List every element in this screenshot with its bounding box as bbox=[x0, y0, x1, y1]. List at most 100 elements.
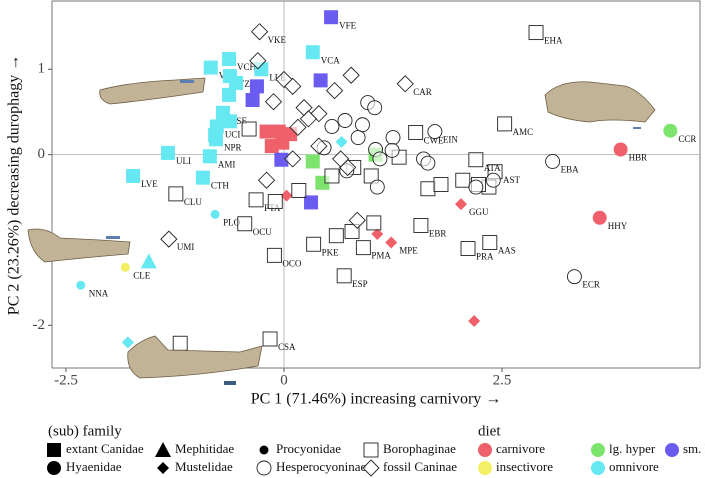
point-label: HBR bbox=[629, 153, 648, 163]
data-point bbox=[284, 77, 302, 95]
legend-symbol bbox=[362, 459, 380, 477]
legend-symbol bbox=[478, 443, 492, 457]
point-label: MPE bbox=[399, 246, 418, 256]
data-point bbox=[291, 183, 307, 198]
data-point bbox=[342, 66, 360, 84]
point-label: LSE bbox=[231, 116, 248, 126]
data-point bbox=[120, 262, 130, 272]
point-label: CSA bbox=[278, 342, 296, 352]
data-point bbox=[372, 151, 388, 167]
legend: extant Canidae Mephitidae Procyonidae Borop… bbox=[47, 441, 705, 477]
point-label: NPR bbox=[224, 142, 242, 152]
data-point bbox=[468, 315, 481, 328]
data-point bbox=[566, 269, 582, 285]
point-label: EBA bbox=[561, 165, 580, 175]
point-label: VCH bbox=[237, 62, 257, 72]
data-point bbox=[241, 121, 257, 137]
point-label: CLE bbox=[133, 270, 151, 280]
data-point bbox=[313, 73, 328, 88]
data-point bbox=[305, 154, 320, 169]
photo-jaw bbox=[127, 335, 263, 379]
data-point bbox=[289, 118, 307, 136]
point-label: VKE bbox=[268, 35, 287, 45]
legend-symbol bbox=[47, 461, 61, 475]
y-tick-label: 0 bbox=[38, 146, 46, 162]
data-point bbox=[172, 335, 188, 351]
data-point bbox=[592, 210, 607, 225]
data-point bbox=[202, 149, 217, 164]
legend-label: Mephitidae bbox=[175, 441, 234, 456]
photo-jaw bbox=[99, 77, 206, 105]
point-label: VCA bbox=[321, 55, 341, 65]
legend-label: sm. hyper bbox=[683, 441, 705, 456]
legend-symbol bbox=[363, 442, 379, 458]
point-label: HHY bbox=[608, 221, 628, 231]
point-label: CCR bbox=[678, 134, 696, 144]
data-point bbox=[284, 150, 302, 168]
point-label: AAS bbox=[498, 246, 516, 256]
legend-label: insectivore bbox=[496, 459, 553, 474]
data-point bbox=[237, 216, 253, 232]
data-point bbox=[266, 247, 282, 263]
data-point bbox=[222, 52, 237, 67]
data-point bbox=[210, 209, 220, 219]
data-point bbox=[222, 114, 237, 129]
photo-jaw bbox=[544, 81, 656, 123]
data-point bbox=[468, 179, 484, 195]
data-point bbox=[384, 142, 400, 158]
point-label: AST bbox=[503, 175, 521, 185]
data-point bbox=[348, 211, 366, 229]
data-point bbox=[76, 280, 86, 290]
point-label: PRA bbox=[476, 252, 494, 262]
point-label: CTH bbox=[211, 181, 230, 191]
data-point bbox=[280, 189, 293, 202]
data-point bbox=[203, 60, 218, 75]
data-point bbox=[264, 93, 283, 111]
data-point bbox=[306, 236, 322, 252]
data-point bbox=[367, 100, 383, 116]
x-axis-title: PC 1 (71.46%) increasing carnivory → bbox=[251, 391, 502, 408]
data-point bbox=[336, 268, 352, 284]
legend-symbol bbox=[665, 443, 679, 457]
point-label: ECR bbox=[582, 280, 600, 290]
legend-symbol bbox=[157, 462, 169, 474]
legend-label: fossil Caninae bbox=[383, 459, 457, 474]
data-point bbox=[250, 23, 269, 41]
photo-jaw bbox=[27, 228, 131, 263]
data-point bbox=[427, 124, 443, 140]
data-point bbox=[249, 79, 264, 94]
data-point bbox=[328, 228, 344, 244]
data-point bbox=[528, 25, 544, 41]
point-label: PLO bbox=[223, 217, 241, 227]
data-point bbox=[168, 186, 184, 202]
legend-label: Mustelidae bbox=[175, 459, 233, 474]
data-point bbox=[497, 116, 513, 132]
point-label: EIN bbox=[443, 135, 458, 145]
data-point bbox=[396, 75, 414, 93]
data-point bbox=[350, 130, 366, 146]
legend-symbol bbox=[591, 461, 605, 475]
data-point bbox=[208, 127, 223, 142]
data-point bbox=[385, 236, 398, 249]
data-point bbox=[455, 172, 471, 188]
legend-label: omnivore bbox=[609, 459, 659, 474]
y-tick-label: 1 bbox=[38, 61, 46, 77]
data-point bbox=[324, 119, 340, 134]
data-point bbox=[335, 135, 348, 148]
legend-symbol bbox=[47, 443, 61, 457]
data-point bbox=[344, 223, 360, 239]
point-label: CWE bbox=[424, 135, 444, 145]
legend-label: extant Canidae bbox=[66, 441, 144, 456]
scale-bar bbox=[633, 127, 641, 129]
data-point bbox=[413, 218, 429, 233]
point-label: AMI bbox=[218, 159, 236, 169]
legend-symbol bbox=[256, 460, 272, 476]
point-label: UMI bbox=[177, 242, 195, 252]
legend-title: diet bbox=[478, 423, 501, 439]
data-point bbox=[460, 241, 476, 256]
data-point bbox=[304, 195, 319, 210]
data-point bbox=[325, 81, 344, 100]
point-label: VFE bbox=[339, 20, 357, 30]
data-point bbox=[482, 235, 498, 250]
data-point bbox=[262, 331, 278, 347]
